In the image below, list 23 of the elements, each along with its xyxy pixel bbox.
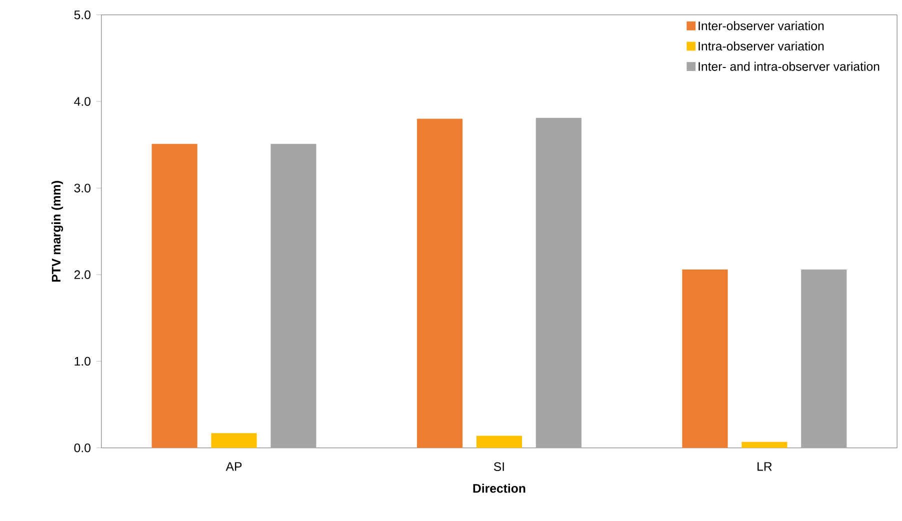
x-tick-label: AP xyxy=(226,462,242,471)
bar xyxy=(682,269,728,448)
x-axis-title: Direction xyxy=(473,484,526,493)
bar xyxy=(270,144,316,448)
y-tick-label: 5.0 xyxy=(74,10,90,20)
x-tick-label: LR xyxy=(758,462,772,471)
bar xyxy=(211,433,257,448)
legend-label: Intra-observer variation xyxy=(698,41,824,50)
bar xyxy=(742,442,788,448)
legend-label: Inter- and intra-observer variation xyxy=(698,62,880,71)
bar xyxy=(152,144,198,448)
x-tick-label: SI xyxy=(494,462,504,471)
legend-label: Inter-observer variation xyxy=(698,21,824,30)
y-tick-label: 1.0 xyxy=(74,356,90,366)
y-tick-label: 0.0 xyxy=(74,443,90,452)
y-tick-label: 3.0 xyxy=(74,184,90,192)
bar xyxy=(476,436,522,448)
bar xyxy=(536,118,582,448)
bar xyxy=(801,269,847,448)
y-tick-label: 2.0 xyxy=(74,270,90,279)
y-axis-title: PTV margin (mm) xyxy=(51,180,64,282)
y-tick-label: 4.0 xyxy=(74,97,90,106)
bar xyxy=(416,118,463,448)
